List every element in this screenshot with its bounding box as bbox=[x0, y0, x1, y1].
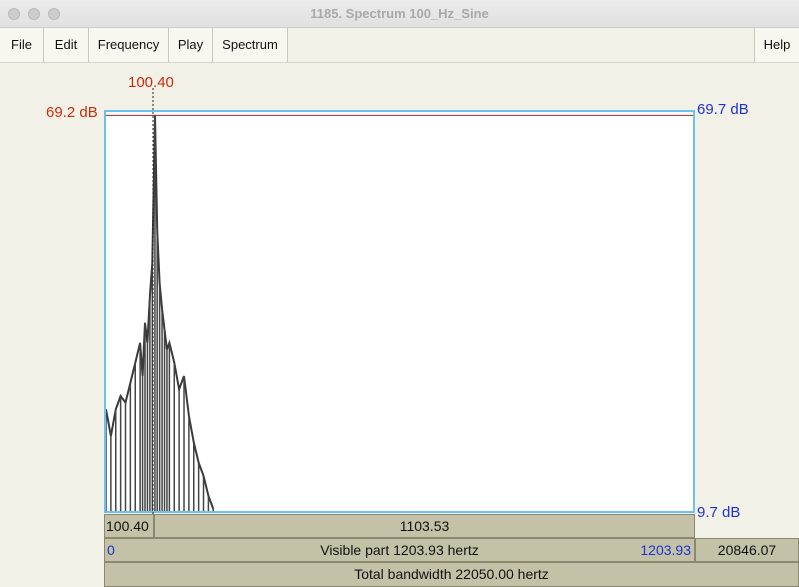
minimize-window-button[interactable] bbox=[28, 8, 40, 20]
menu-play[interactable]: Play bbox=[169, 28, 213, 62]
axis-bottom-label: 9.7 dB bbox=[697, 504, 741, 521]
axis-top-label: 69.7 dB bbox=[697, 101, 749, 118]
cursor-line-overlay bbox=[152, 88, 154, 518]
spectrum-plot[interactable] bbox=[104, 110, 695, 513]
zoom-window-button[interactable] bbox=[48, 8, 60, 20]
visible-end-label: 1203.93 bbox=[640, 542, 691, 558]
right-of-cursor-value: 1103.53 bbox=[399, 518, 450, 534]
right-of-cursor-bar[interactable]: 1103.53 bbox=[154, 514, 695, 538]
menu-help[interactable]: Help bbox=[754, 28, 799, 62]
remaining-bar[interactable]: 20846.07 bbox=[695, 538, 799, 562]
cursor-frequency-bottom: 100.40 bbox=[106, 518, 149, 534]
total-bandwidth-bar[interactable]: Total bandwidth 22050.00 hertz bbox=[104, 562, 799, 587]
visible-part-label: Visible part 1203.93 hertz bbox=[320, 542, 479, 558]
visible-part-bar[interactable]: 0 Visible part 1203.93 hertz 1203.93 bbox=[104, 538, 695, 562]
menu-spectrum[interactable]: Spectrum bbox=[213, 28, 288, 62]
spectrum-line bbox=[106, 115, 215, 510]
menu-edit[interactable]: Edit bbox=[44, 28, 89, 62]
cursor-left-bar[interactable]: 100.40 bbox=[104, 514, 154, 538]
cursor-frequency-label: 100.40 bbox=[128, 74, 174, 91]
remaining-value: 20846.07 bbox=[717, 542, 777, 558]
window-title: 1185. Spectrum 100_Hz_Sine bbox=[310, 6, 489, 21]
menu-bar: File Edit Frequency Play Spectrum Help bbox=[0, 28, 799, 63]
spectrum-graph bbox=[106, 114, 693, 511]
close-window-button[interactable] bbox=[8, 8, 20, 20]
visible-start-label: 0 bbox=[107, 542, 115, 558]
total-bandwidth-label: Total bandwidth 22050.00 hertz bbox=[354, 566, 549, 582]
title-bar: 1185. Spectrum 100_Hz_Sine bbox=[0, 0, 799, 28]
menu-file[interactable]: File bbox=[0, 28, 44, 62]
menu-frequency[interactable]: Frequency bbox=[89, 28, 169, 62]
cursor-level-label: 69.2 dB bbox=[46, 104, 98, 121]
